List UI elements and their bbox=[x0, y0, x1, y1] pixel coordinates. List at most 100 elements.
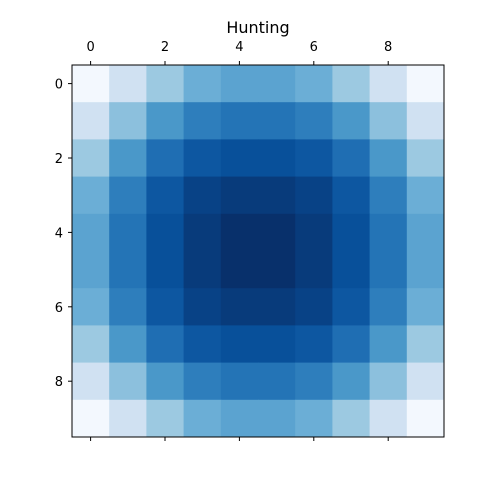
heatmap-cell bbox=[109, 362, 147, 401]
heatmap-cell bbox=[406, 288, 445, 326]
heatmap-cell bbox=[369, 362, 408, 401]
heatmap-cell bbox=[369, 102, 408, 140]
heatmap-cell bbox=[146, 102, 185, 140]
heatmap-cell bbox=[72, 65, 110, 103]
heatmap-cell bbox=[369, 139, 408, 178]
heatmap-cell bbox=[369, 213, 408, 252]
heatmap-cell bbox=[220, 139, 259, 178]
heatmap-cell bbox=[258, 176, 296, 215]
heatmap-cell bbox=[183, 251, 222, 289]
heatmap-cell bbox=[332, 65, 371, 103]
heatmap-cell bbox=[220, 213, 259, 252]
heatmap-cell bbox=[183, 325, 222, 364]
heatmap-cell bbox=[146, 139, 185, 178]
heatmap-cell bbox=[183, 213, 222, 252]
heatmap-cell bbox=[406, 102, 445, 140]
heatmap-cell bbox=[72, 288, 110, 326]
heatmap-cell bbox=[146, 65, 185, 103]
heatmap-cell bbox=[332, 288, 371, 326]
heatmap-cell bbox=[146, 362, 185, 401]
heatmap-cell bbox=[220, 176, 259, 215]
heatmap-cell bbox=[295, 399, 333, 438]
x-tick-label: 6 bbox=[310, 40, 318, 55]
heatmap-cell bbox=[332, 139, 371, 178]
heatmap-cell bbox=[109, 325, 147, 364]
heatmap-cell bbox=[258, 102, 296, 140]
heatmap-cell bbox=[295, 362, 333, 401]
x-tick-label: 8 bbox=[384, 40, 392, 55]
heatmap-cell bbox=[369, 288, 408, 326]
heatmap-cell bbox=[220, 325, 259, 364]
heatmap-cell bbox=[332, 251, 371, 289]
heatmap-cell bbox=[406, 65, 445, 103]
heatmap-cell bbox=[369, 251, 408, 289]
heatmap-cell bbox=[72, 325, 110, 364]
y-tick-label: 4 bbox=[55, 226, 63, 241]
heatmap-cell bbox=[72, 362, 110, 401]
heatmap-cell bbox=[295, 251, 333, 289]
heatmap-cell bbox=[183, 176, 222, 215]
heatmap-cell bbox=[220, 362, 259, 401]
heatmap-cell bbox=[332, 399, 371, 438]
heatmap-cell bbox=[369, 65, 408, 103]
heatmap-cell bbox=[258, 65, 296, 103]
heatmap-cell bbox=[109, 399, 147, 438]
y-tick-label: 8 bbox=[55, 375, 63, 390]
heatmap-cell bbox=[146, 288, 185, 326]
heatmap-cell bbox=[258, 362, 296, 401]
heatmap-cell bbox=[72, 102, 110, 140]
heatmap-cell bbox=[146, 213, 185, 252]
heatmap-cell bbox=[109, 288, 147, 326]
heatmap-cell bbox=[258, 139, 296, 178]
y-tick-label: 2 bbox=[55, 152, 63, 167]
heatmap-cell bbox=[220, 288, 259, 326]
heatmap-cell bbox=[258, 251, 296, 289]
heatmap-cell bbox=[332, 102, 371, 140]
x-tick-label: 2 bbox=[161, 40, 169, 55]
heatmap-cell bbox=[109, 251, 147, 289]
heatmap-cell bbox=[183, 65, 222, 103]
heatmap-cell bbox=[109, 102, 147, 140]
heatmap-cell bbox=[72, 176, 110, 215]
heatmap-cell bbox=[258, 399, 296, 438]
heatmap-cell bbox=[406, 362, 445, 401]
heatmap-cell bbox=[406, 325, 445, 364]
heatmap-cell bbox=[258, 325, 296, 364]
heatmap-cell bbox=[295, 213, 333, 252]
heatmap-cell bbox=[109, 176, 147, 215]
heatmap-cell bbox=[332, 362, 371, 401]
heatmap-cell bbox=[369, 399, 408, 438]
plot-frame bbox=[71, 64, 445, 438]
heatmap-cell bbox=[220, 65, 259, 103]
heatmap-cell bbox=[295, 288, 333, 326]
chart-title: Hunting bbox=[226, 18, 289, 37]
heatmap-cell bbox=[220, 251, 259, 289]
heatmap-cell bbox=[183, 362, 222, 401]
heatmap-cell bbox=[406, 251, 445, 289]
heatmap-cell bbox=[146, 325, 185, 364]
axis-ticks: 0 2 4 6 8 0 2 4 6 8 bbox=[55, 40, 392, 441]
heatmap-cell bbox=[146, 176, 185, 215]
heatmap-cell bbox=[258, 213, 296, 252]
heatmap-cell bbox=[295, 176, 333, 215]
heatmap-cell bbox=[220, 102, 259, 140]
heatmap-cell bbox=[109, 65, 147, 103]
heatmap-cell bbox=[406, 176, 445, 215]
heatmap-cell bbox=[406, 213, 445, 252]
heatmap-cell bbox=[295, 102, 333, 140]
heatmap-cell bbox=[332, 213, 371, 252]
heatmap-cell bbox=[220, 399, 259, 438]
heatmap-cells bbox=[72, 65, 445, 438]
heatmap-cell bbox=[332, 176, 371, 215]
y-tick-label: 6 bbox=[55, 301, 63, 316]
x-tick-label: 4 bbox=[235, 40, 243, 55]
heatmap-cell bbox=[295, 139, 333, 178]
heatmap-cell bbox=[332, 325, 371, 364]
heatmap-cell bbox=[183, 102, 222, 140]
heatmap-cell bbox=[146, 399, 185, 438]
heatmap-cell bbox=[369, 325, 408, 364]
x-tick-label: 0 bbox=[86, 40, 94, 55]
heatmap-cell bbox=[183, 139, 222, 178]
heatmap-cell bbox=[72, 399, 110, 438]
